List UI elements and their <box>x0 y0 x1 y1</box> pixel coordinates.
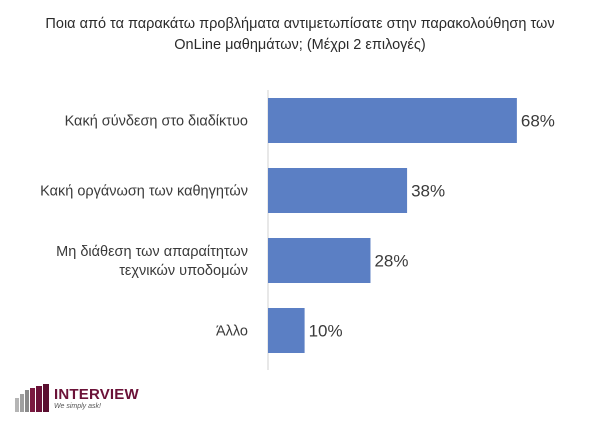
data-label-2: 28% <box>374 252 408 271</box>
logo-bars-icon <box>15 384 49 412</box>
data-label-1: 38% <box>411 182 445 201</box>
brand-tagline: We simply ask! <box>54 403 101 410</box>
category-label-0: Κακή σύνδεση στο διαδίκτυο <box>65 114 248 130</box>
brand-name: INTERVIEW <box>54 386 139 403</box>
data-label-3: 10% <box>309 322 343 341</box>
chart-title-line-2: OnLine μαθημάτων; (Μέχρι 2 επιλογές) <box>174 37 426 53</box>
category-label-2-line-0: Μη διάθεση των απαραίτητων <box>56 244 248 260</box>
bar-2 <box>268 238 371 283</box>
chart-title-line-1: Ποια από τα παρακάτω προβλήματα αντιμετω… <box>45 16 555 32</box>
interview-logo: INTERVIEW We simply ask! <box>14 384 154 416</box>
chart-title: Ποια από τα παρακάτω προβλήματα αντιμετω… <box>0 14 600 56</box>
bar-1 <box>268 168 408 213</box>
data-label-0: 68% <box>521 112 555 131</box>
bar-3 <box>268 308 305 353</box>
category-label-3: Άλλο <box>216 324 248 340</box>
category-label-2-line-1: τεχνικών υποδομών <box>119 263 248 279</box>
category-label-1: Κακή οργάνωση των καθηγητών <box>40 184 248 200</box>
bar-0 <box>268 98 517 143</box>
